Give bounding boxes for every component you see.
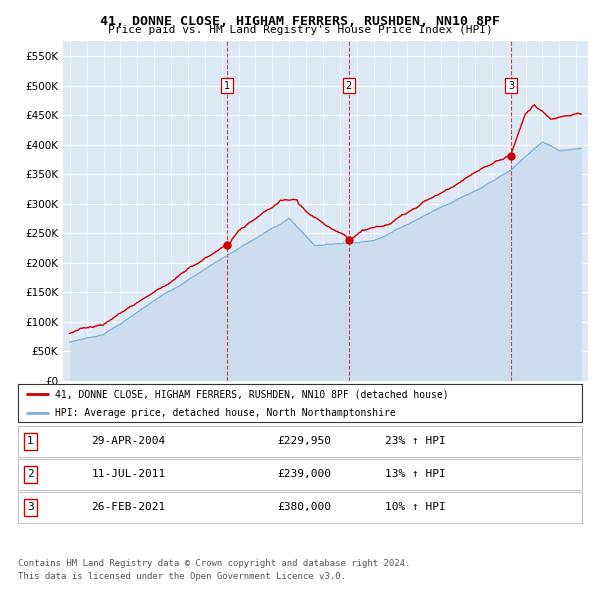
Text: HPI: Average price, detached house, North Northamptonshire: HPI: Average price, detached house, Nort… xyxy=(55,408,395,418)
Text: 2: 2 xyxy=(346,81,352,90)
Text: 13% ↑ HPI: 13% ↑ HPI xyxy=(385,470,445,479)
Text: 10% ↑ HPI: 10% ↑ HPI xyxy=(385,503,445,512)
Text: 3: 3 xyxy=(27,503,34,512)
Text: 23% ↑ HPI: 23% ↑ HPI xyxy=(385,437,445,446)
Text: 1: 1 xyxy=(224,81,230,90)
Text: 2: 2 xyxy=(27,470,34,479)
Text: Contains HM Land Registry data © Crown copyright and database right 2024.: Contains HM Land Registry data © Crown c… xyxy=(18,559,410,568)
Text: 11-JUL-2011: 11-JUL-2011 xyxy=(91,470,166,479)
Text: 3: 3 xyxy=(508,81,514,90)
Text: Price paid vs. HM Land Registry's House Price Index (HPI): Price paid vs. HM Land Registry's House … xyxy=(107,25,493,35)
Text: £229,950: £229,950 xyxy=(277,437,331,446)
Text: 1: 1 xyxy=(27,437,34,446)
Text: £239,000: £239,000 xyxy=(277,470,331,479)
Text: 41, DONNE CLOSE, HIGHAM FERRERS, RUSHDEN, NN10 8PF: 41, DONNE CLOSE, HIGHAM FERRERS, RUSHDEN… xyxy=(100,15,500,28)
Text: 41, DONNE CLOSE, HIGHAM FERRERS, RUSHDEN, NN10 8PF (detached house): 41, DONNE CLOSE, HIGHAM FERRERS, RUSHDEN… xyxy=(55,389,448,399)
Text: 29-APR-2004: 29-APR-2004 xyxy=(91,437,166,446)
Text: £380,000: £380,000 xyxy=(277,503,331,512)
Text: 26-FEB-2021: 26-FEB-2021 xyxy=(91,503,166,512)
Text: This data is licensed under the Open Government Licence v3.0.: This data is licensed under the Open Gov… xyxy=(18,572,346,581)
